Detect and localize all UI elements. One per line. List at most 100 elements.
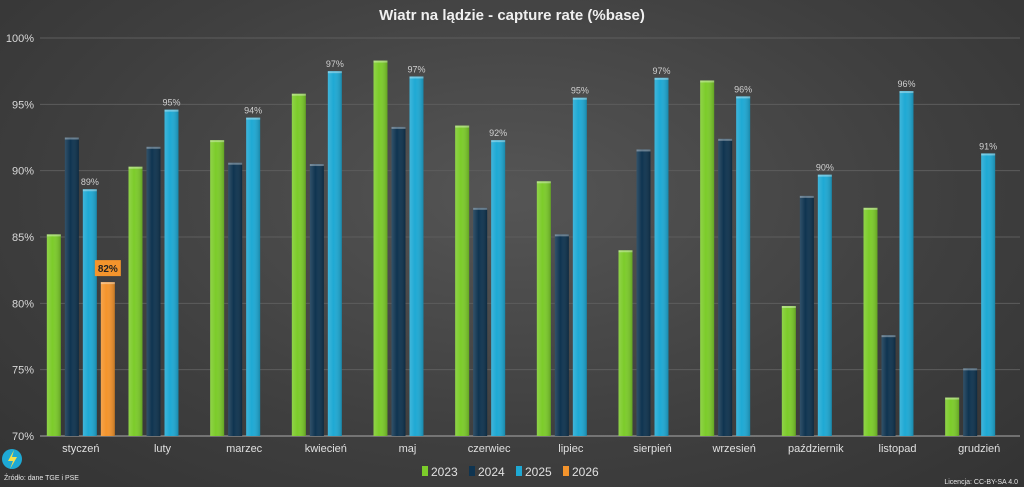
bar-shine — [491, 140, 506, 437]
data-label: 89% — [81, 177, 99, 187]
bar-cap — [164, 109, 179, 112]
bar-cap — [373, 60, 388, 63]
bar-shine — [863, 207, 878, 436]
x-tick-label: marzec — [226, 443, 263, 455]
bar-cap — [618, 250, 633, 253]
data-label: 97% — [652, 66, 670, 76]
lightning-icon — [8, 450, 17, 469]
y-tick-label: 80% — [12, 298, 34, 310]
legend-swatch-2026 — [563, 466, 569, 476]
bar-cap — [210, 140, 225, 143]
bar-shine — [164, 109, 179, 436]
data-label: 95% — [571, 86, 589, 96]
bar-shine — [945, 397, 960, 436]
bar-cap — [654, 77, 669, 80]
legend: 2023 2024 2025 2026 — [422, 465, 599, 479]
bar-shine — [46, 234, 61, 436]
bar-shine — [146, 146, 161, 436]
bar-shine — [618, 250, 633, 436]
data-label: 82% — [98, 264, 118, 275]
x-tick-label: lipiec — [558, 443, 584, 455]
bar-cap — [64, 137, 79, 140]
bar-shine — [100, 282, 115, 436]
x-tick-label: czerwiec — [468, 443, 511, 455]
bar-shine — [82, 189, 97, 436]
bar-shine — [246, 117, 261, 436]
bar-cap — [409, 76, 424, 79]
x-tick-label: październik — [788, 443, 844, 455]
data-label: 96% — [897, 79, 915, 89]
bar-cap — [736, 96, 751, 99]
bar-shine — [881, 335, 896, 436]
bar-cap — [228, 162, 243, 165]
bar-shine — [817, 174, 832, 436]
bar-shine — [963, 368, 978, 436]
bar-shine — [373, 60, 388, 436]
bar-cap — [473, 207, 488, 210]
bar-cap — [455, 125, 470, 128]
bar-cap — [799, 195, 814, 198]
bar-cap — [781, 305, 796, 308]
x-tick-label: kwiecień — [305, 443, 347, 455]
x-tick-label: styczeń — [62, 443, 99, 455]
legend-swatch-2025 — [516, 466, 522, 476]
y-tick-label: 85% — [12, 232, 34, 244]
bar-cap — [963, 368, 978, 371]
bar-cap — [817, 174, 832, 177]
y-axis: 70% 75% 80% 85% 90% 95% 100% — [6, 33, 34, 443]
legend-label: 2025 — [525, 465, 552, 479]
x-axis: styczeń luty marzec kwiecień maj czerwiec lipi… — [62, 443, 1000, 455]
bar-shine — [291, 93, 306, 436]
data-label: 92% — [489, 128, 507, 138]
bar-shine — [981, 153, 996, 437]
bar-cap — [46, 234, 61, 237]
bar-shine — [554, 234, 569, 436]
data-label: 90% — [816, 163, 834, 173]
bar-cap — [899, 91, 914, 94]
bar-cap — [146, 146, 161, 149]
data-label: 96% — [734, 84, 752, 94]
bar-cap — [572, 97, 587, 100]
bar-cap — [636, 149, 651, 152]
bar-shine — [409, 76, 424, 437]
bar-cap — [536, 181, 551, 184]
legend-swatch-2023 — [422, 466, 428, 476]
logo — [2, 449, 22, 469]
x-tick-label: listopad — [879, 443, 917, 455]
bar-shine — [455, 125, 470, 436]
bar-cap — [881, 335, 896, 338]
data-label-box — [94, 260, 121, 277]
bar-shine — [572, 97, 587, 436]
legend-label: 2026 — [572, 465, 599, 479]
y-tick-label: 100% — [6, 33, 34, 45]
bar-shine — [781, 305, 796, 436]
bar-cap — [309, 164, 324, 167]
y-tick-label: 70% — [12, 431, 34, 443]
bar-cap — [100, 282, 115, 285]
y-tick-label: 90% — [12, 166, 34, 178]
y-tick-label: 75% — [12, 365, 34, 377]
bar-shine — [700, 80, 715, 436]
legend-swatch-2024 — [469, 466, 475, 476]
bar-cap — [491, 140, 506, 143]
data-label: 94% — [244, 106, 262, 116]
bar-cap — [981, 153, 996, 156]
x-tick-label: sierpień — [633, 443, 672, 455]
bar-cap — [863, 207, 878, 210]
bar-shine — [391, 126, 406, 437]
bar-cap — [554, 234, 569, 237]
bar-shine — [210, 140, 225, 437]
bar-shine — [899, 91, 914, 437]
bar-shine — [799, 195, 814, 436]
bar-cap — [327, 71, 342, 74]
bars: 89% 82% 95% 94% 97% 97% 92% 95% 97% 96% 90% 96% 91% — [46, 59, 997, 437]
bar-shine — [536, 181, 551, 436]
bar-cap — [82, 189, 97, 192]
x-tick-label: wrzesień — [711, 443, 755, 455]
data-label: 97% — [407, 64, 425, 74]
data-label: 91% — [979, 141, 997, 151]
bar-shine — [128, 166, 143, 437]
license-text: Licencja: CC-BY-SA 4.0 — [944, 479, 1018, 486]
bar-cap — [246, 117, 261, 120]
